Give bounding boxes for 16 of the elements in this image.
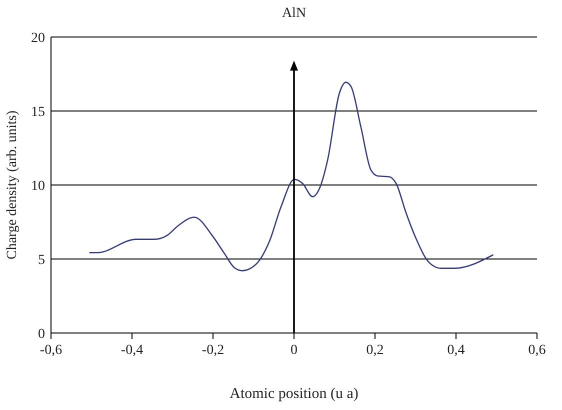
x-tick-label: 0 <box>290 343 298 358</box>
chart-title: AlN <box>282 6 306 21</box>
x-tick-label: 0,2 <box>366 343 384 358</box>
x-tick-label: 0,4 <box>447 343 465 358</box>
y-tick-label: 20 <box>31 31 45 46</box>
x-tick-label: -0,2 <box>202 343 224 358</box>
x-axis-title: Atomic position (u a) <box>230 386 358 402</box>
y-tick-label: 10 <box>31 179 45 194</box>
x-tick-label: -0,6 <box>40 343 62 358</box>
line-series <box>89 82 494 272</box>
y-tick-label: 5 <box>38 253 45 268</box>
x-tick-label: -0,4 <box>120 343 144 358</box>
y-tick-label: 15 <box>31 105 45 120</box>
y-tick-label: 0 <box>38 327 45 342</box>
y-axis-title: Charge density (arb. units) <box>5 110 20 260</box>
x-tick-label: 0,6 <box>528 343 546 358</box>
